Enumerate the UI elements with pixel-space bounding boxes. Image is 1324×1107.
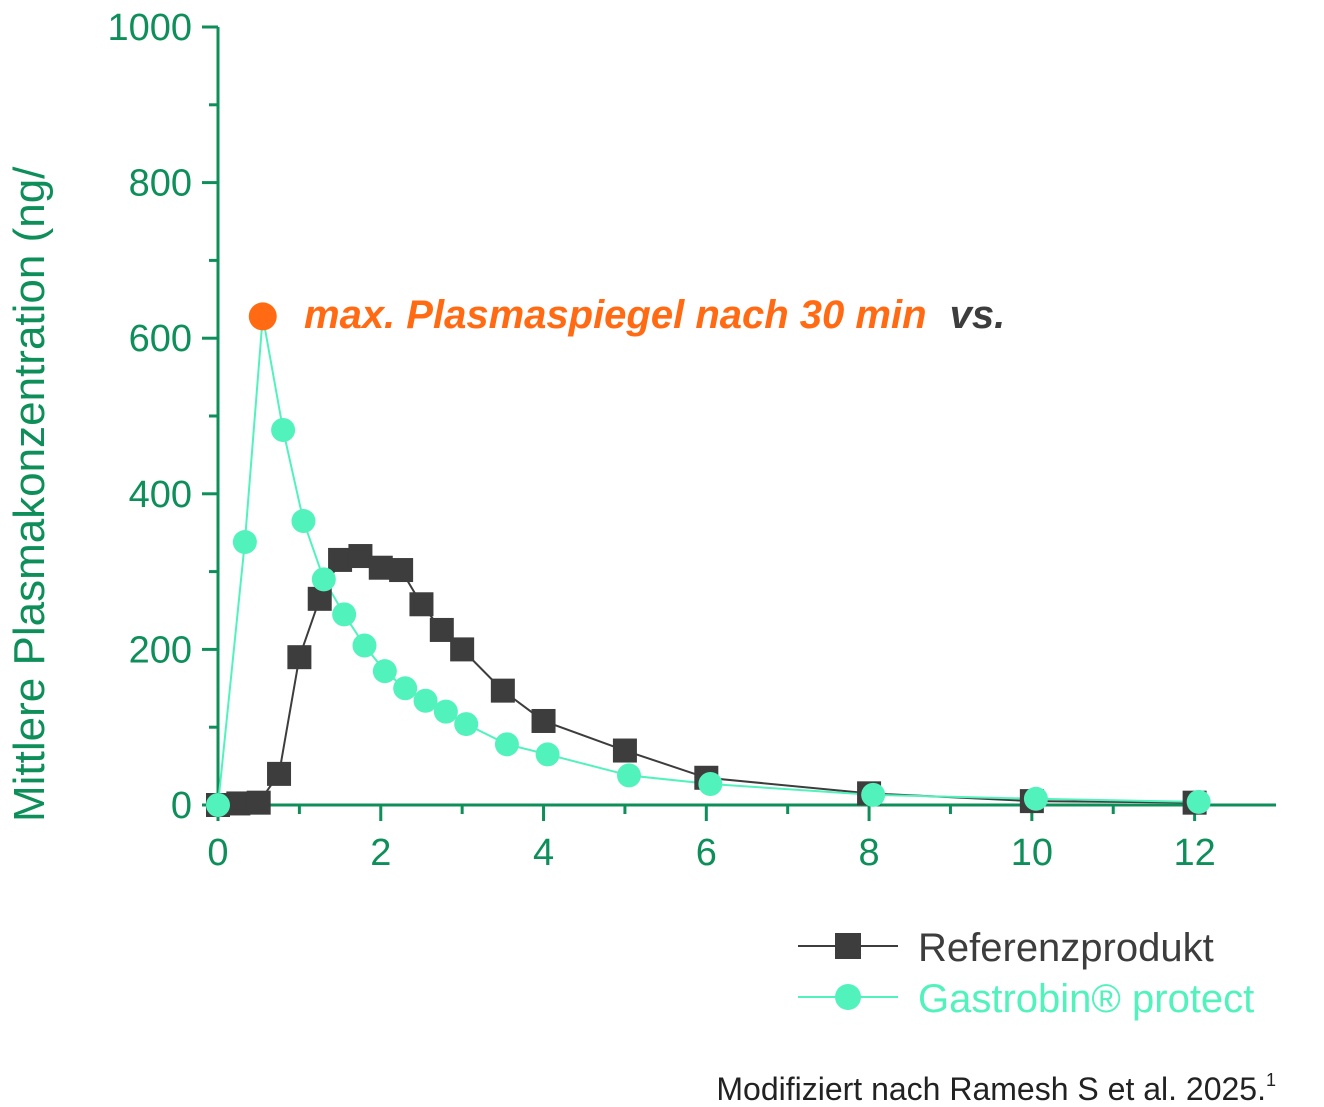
x-tick-label: 4: [533, 832, 554, 874]
data-point-square: [328, 547, 353, 572]
x-tick-label: 2: [370, 832, 391, 874]
data-point-square: [450, 637, 475, 662]
x-tick-label: 10: [1011, 832, 1053, 874]
data-point-circle: [311, 567, 336, 592]
data-point-square: [612, 738, 637, 763]
data-point-square: [348, 544, 373, 569]
source-text: Modifiziert nach Ramesh S et al. 2025.: [716, 1071, 1266, 1107]
data-point-square: [246, 790, 271, 815]
x-tick-label: 12: [1173, 832, 1215, 874]
data-point-square: [287, 645, 312, 670]
data-point-circle: [372, 659, 397, 684]
data-point-square: [429, 617, 454, 642]
data-point-circle: [271, 418, 296, 443]
y-tick-label: 200: [129, 629, 192, 671]
x-tick-label: 0: [207, 832, 228, 874]
data-point-square: [267, 761, 292, 786]
data-point-circle: [1023, 786, 1048, 811]
data-point-circle: [291, 509, 316, 534]
legend-label-referenzprodukt: Referenzprodukt: [918, 926, 1214, 970]
legend: Referenzprodukt Gastrobin® protect: [798, 926, 1254, 1021]
data-point-square: [490, 678, 515, 703]
legend-label-gastrobin: Gastrobin® protect: [918, 977, 1254, 1021]
data-point-circle: [454, 712, 479, 737]
data-point-square: [531, 708, 556, 733]
data-point-circle: [352, 633, 377, 658]
x-tick-label: 6: [696, 832, 717, 874]
data-point-square: [368, 555, 393, 580]
y-tick-label: 1000: [107, 7, 192, 49]
legend-item-gastrobin: Gastrobin® protect: [798, 977, 1254, 1021]
y-tick-label: 400: [129, 474, 192, 516]
data-point-circle: [861, 782, 886, 807]
data-point-circle: [332, 602, 357, 627]
data-point-circle: [535, 742, 560, 767]
data-point-square: [307, 586, 332, 611]
series-markers: [206, 304, 1211, 817]
axes: 0 200 400 600 800 1000 0 2 4 6 8 10 12: [107, 7, 1276, 874]
data-point-circle: [616, 763, 641, 788]
data-point-circle: [698, 771, 723, 796]
y-tick-label: 800: [129, 163, 192, 205]
legend-marker-square: [835, 933, 861, 959]
y-tick-label: 600: [129, 318, 192, 360]
x-tick-label: 8: [859, 832, 880, 874]
data-point-circle: [413, 688, 438, 713]
annotation-main-text: max. Plasmaspiegel nach 30 min: [304, 293, 927, 337]
y-axis-label: Mittlere Plasmakonzentration (ng/: [5, 166, 54, 822]
data-point-circle: [433, 699, 458, 724]
legend-item-referenzprodukt: Referenzprodukt: [798, 926, 1214, 970]
series-line-0: [217, 554, 1195, 806]
data-point-circle: [1186, 789, 1211, 814]
source-citation: Modifiziert nach Ramesh S et al. 2025.1: [716, 1070, 1276, 1107]
annotation-suffix-text: vs.: [950, 293, 1006, 337]
source-superscript: 1: [1266, 1070, 1276, 1090]
legend-marker-circle: [835, 984, 861, 1010]
y-tick-label: 0: [171, 785, 192, 827]
data-point-square: [226, 791, 251, 816]
data-point-circle: [494, 732, 519, 757]
data-point-square: [409, 592, 434, 617]
annotation: max. Plasmaspiegel nach 30 min vs.: [304, 293, 1005, 337]
data-point-circle: [393, 676, 418, 701]
data-point-circle: [206, 793, 230, 817]
data-point-circle: [232, 530, 257, 555]
data-point-square: [389, 558, 414, 583]
highlight-peak-point: [248, 302, 277, 331]
